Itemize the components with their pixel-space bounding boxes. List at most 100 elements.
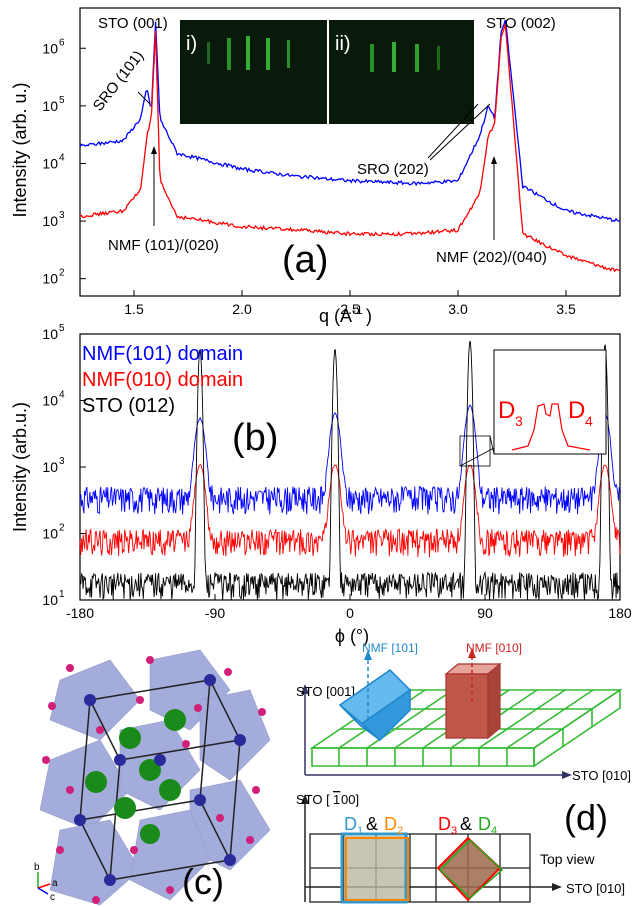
- rheed-inset-i: [180, 20, 327, 124]
- panel-b-ytick-exp: 1: [59, 589, 65, 600]
- rheed-inset-ii: [329, 20, 474, 124]
- panel-a-xlabel: q (A: [319, 306, 352, 326]
- a-site-atoms: [85, 709, 186, 844]
- zoom-line-b: [459, 447, 495, 467]
- label-amp1: &: [366, 814, 378, 834]
- panel-a-series-blue: [79, 19, 620, 223]
- panel-b-ytick-exp: 4: [59, 390, 65, 401]
- label-amp2: &: [460, 814, 472, 834]
- panel-b-series-nmf010: [79, 463, 621, 558]
- topview-d1d2-square: [344, 836, 408, 900]
- axis-c-label: c: [50, 892, 55, 903]
- b-site-atoms: [74, 674, 246, 886]
- panel-a-series-red: [79, 24, 621, 273]
- panel-a-xlabel-sup: -1: [352, 303, 363, 317]
- d-axis-x-head: [562, 771, 572, 779]
- panel-a-ytick-exp: 5: [59, 95, 65, 106]
- panel-b-ytick-label: 10: [42, 393, 58, 409]
- arrowhead-nmf101: [151, 146, 157, 154]
- panel-b-xtick-label: -180: [66, 605, 94, 621]
- arrowhead-nmf202: [491, 156, 497, 164]
- rheed-streaks-ii: [370, 42, 440, 72]
- panel-a-ytick-exp: 6: [59, 37, 65, 48]
- panel-d-label: (d): [564, 797, 608, 838]
- topview-x-label: STO [010]: [566, 881, 625, 896]
- arrow-sro101: [137, 91, 151, 105]
- inset-d4-sub: 4: [585, 413, 593, 429]
- label-d3-sub: 3: [451, 825, 457, 837]
- label-nmf010: NMF [010]: [466, 641, 522, 655]
- panel-b-xtick-label: 90: [477, 605, 493, 621]
- panel-a-xlabel-end: ): [366, 306, 372, 326]
- panel-a-ytick-exp: 3: [59, 210, 65, 221]
- topview-d3d4-diamond: [438, 838, 500, 900]
- label-d3: D: [438, 814, 451, 834]
- arrow-sro202-a: [427, 103, 479, 159]
- panel-b-xtick-label: 180: [608, 605, 632, 621]
- panel-b-series-sto012: [79, 340, 621, 601]
- legend-sto012: STO (012): [82, 395, 175, 417]
- panel-b-ytick-exp: 5: [59, 323, 65, 334]
- panel-b-xlabel: ϕ (°): [335, 626, 369, 646]
- panel-a-xtick-label: 2.0: [232, 301, 252, 317]
- panel-b-ytick-label: 10: [42, 326, 58, 342]
- panel-d: STO [001] STO [010] NMF [101]: [296, 641, 631, 904]
- inset-d3-sub: 3: [515, 413, 523, 429]
- topview-axis-x-head: [552, 883, 562, 891]
- axis-a-label: a: [52, 878, 58, 889]
- topview-label: Top view: [540, 851, 595, 867]
- topview-d2-outline: [345, 837, 409, 901]
- legend-nmf101: NMF(101) domain: [82, 343, 243, 365]
- panel-a-ytick-label: 10: [42, 271, 58, 287]
- panel-b-ytick-exp: 3: [59, 456, 65, 467]
- annotation-sro202: SRO (202): [357, 161, 429, 178]
- panel-a-xtick-label: 3.0: [448, 301, 468, 317]
- panel-a-ylabel: Intensity (arb. u.): [10, 82, 30, 217]
- label-d4-sub: 4: [491, 825, 497, 837]
- panel-a-ytick-label: 10: [42, 40, 58, 56]
- label-nmf101: NMF [101]: [362, 641, 418, 655]
- panel-a-xtick-label: 1.5: [124, 301, 144, 317]
- arrow-sro202-b: [429, 103, 491, 161]
- panel-a-ytick-label: 10: [42, 98, 58, 114]
- panel-a-xtick-label: 2.5: [340, 301, 360, 317]
- topview-axis-y-head: [301, 794, 309, 804]
- panel-b-ytick-exp: 2: [59, 523, 65, 534]
- panel-b-series-nmf101: [79, 404, 621, 515]
- axes-triad: b a c: [34, 862, 58, 903]
- unit-cell: [78, 679, 242, 881]
- panel-a-label: (a): [282, 239, 328, 281]
- panel-a-ytick-exp: 4: [59, 152, 65, 163]
- topview-d4-outline: [438, 838, 504, 900]
- inset-d4: D: [568, 397, 585, 424]
- annotation-nmf202: NMF (202)/(040): [436, 249, 547, 266]
- panel-c-crystal: b a c (c): [34, 649, 271, 906]
- panel-b-ytick-label: 10: [42, 592, 58, 608]
- inset-i-label: i): [186, 33, 197, 55]
- topview-y-label-end: 00]: [341, 792, 359, 807]
- annotation-nmf101: NMF (101)/(020): [108, 237, 219, 254]
- label-d2: D: [384, 814, 397, 834]
- panel-a-ytick-exp: 2: [59, 268, 65, 279]
- label-d1-sub: 1: [357, 825, 363, 837]
- d-axis-x-label: STO [010]: [572, 768, 631, 783]
- nmf010-domain-block: [444, 648, 502, 740]
- d-axis-y-label: STO [001]: [296, 684, 355, 699]
- legend-nmf010: NMF(010) domain: [82, 369, 243, 391]
- panel-a-ytick-label: 10: [42, 213, 58, 229]
- panel-b-ylabel: Intensity (arb.u.): [10, 402, 30, 532]
- rheed-streaks-i: [207, 36, 290, 70]
- label-d4: D: [478, 814, 491, 834]
- zoom-inset-curve: [511, 403, 591, 451]
- label-d2-sub: 2: [397, 825, 403, 837]
- inset-d3: D: [498, 397, 515, 424]
- oxygen-atoms: [42, 656, 266, 904]
- annotation-sto002: STO (002): [486, 15, 556, 32]
- annotation-sto001: STO (001): [98, 15, 168, 32]
- panel-c-label: (c): [182, 861, 224, 902]
- nmf101-domain-block: [338, 650, 412, 742]
- inset-ii-label: ii): [335, 33, 351, 55]
